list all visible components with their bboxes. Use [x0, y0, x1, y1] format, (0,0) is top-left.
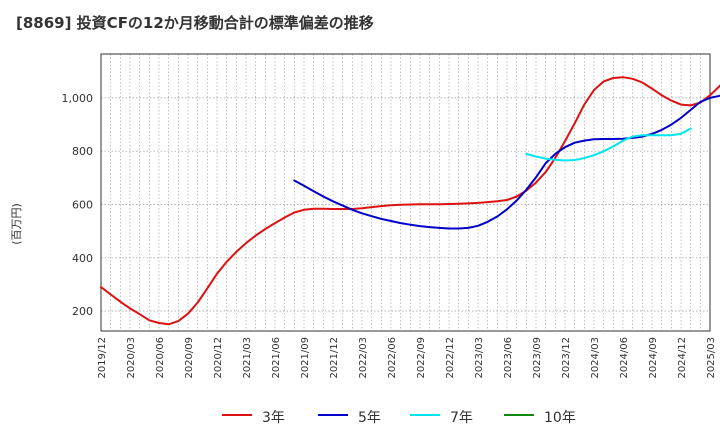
x-tick-label: 2020/03 [126, 337, 137, 379]
legend-swatch-10y [504, 414, 534, 416]
x-tick-label: 2020/09 [184, 337, 195, 379]
x-tick-label: 2024/06 [619, 337, 630, 379]
x-tick-label: 2022/12 [445, 337, 456, 379]
y-tick-label: 800 [72, 145, 93, 158]
x-tick-label: 2020/06 [155, 337, 166, 379]
legend-swatch-3y [222, 414, 252, 416]
x-tick-label: 2021/06 [271, 337, 282, 379]
x-tick-label: 2023/03 [474, 337, 485, 379]
y-tick-label: 400 [72, 252, 93, 265]
series-line-1 [293, 94, 720, 230]
x-tick-label: 2021/09 [300, 337, 311, 379]
y-tick-label: 200 [72, 305, 93, 318]
x-tick-label: 2023/12 [561, 337, 572, 379]
x-tick-label: 2022/06 [387, 337, 398, 379]
series-line-0 [100, 76, 720, 326]
legend-swatch-7y [410, 414, 440, 416]
x-tick-label: 2024/12 [677, 337, 688, 379]
legend-label-5y: 5年 [358, 410, 381, 426]
y-tick-label: 600 [72, 198, 93, 211]
series-line-2 [525, 127, 692, 162]
legend-label-10y: 10年 [544, 410, 576, 426]
x-tick-label: 2023/09 [532, 337, 543, 379]
x-tick-label: 2022/03 [358, 337, 369, 379]
x-tick-label: 2023/06 [503, 337, 514, 379]
x-tick-label: 2024/09 [648, 337, 659, 379]
x-tick-label: 2024/03 [590, 337, 601, 379]
x-tick-label: 2021/03 [242, 337, 253, 379]
legend-label-3y: 3年 [262, 410, 285, 426]
y-tick-label: 1,000 [62, 92, 94, 105]
x-tick-label: 2021/12 [329, 337, 340, 379]
x-tick-labels: 2019/12 2020/03 2020/06 2020/09 2020/12 2021/… [97, 337, 717, 379]
legend: 3年 5年 7年 10年 [0, 404, 720, 428]
y-tick-labels: 200 400 600 800 1,000 [62, 92, 94, 318]
legend-swatch-5y [318, 414, 348, 416]
grid-lines [101, 54, 710, 331]
plot-frame [100, 53, 711, 332]
x-tick-label: 2022/09 [416, 337, 427, 379]
x-tick-label: 2025/03 [706, 337, 717, 379]
chart-title: [8869] 投資CFの12か月移動合計の標準偏差の推移 [16, 14, 374, 32]
legend-label-7y: 7年 [450, 410, 473, 426]
x-tick-label: 2019/12 [97, 337, 108, 379]
series-lines [100, 76, 720, 326]
x-tick-label: 2020/12 [213, 337, 224, 379]
